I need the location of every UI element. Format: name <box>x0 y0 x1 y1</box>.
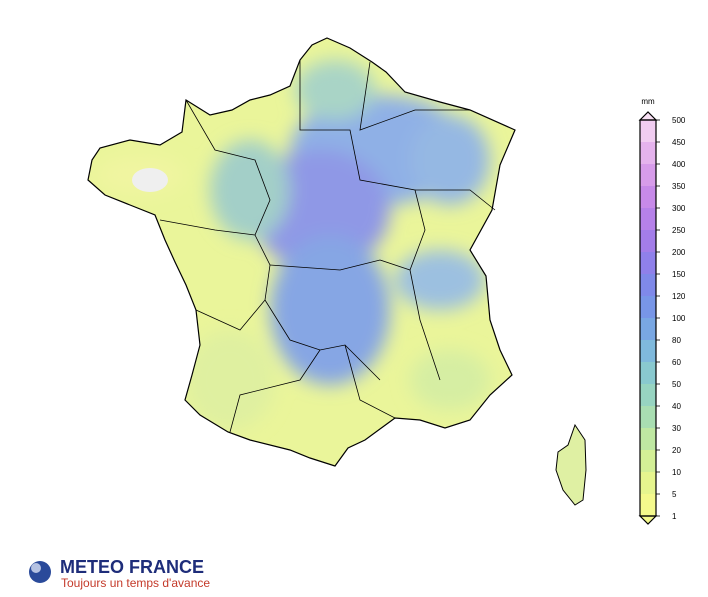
tick-label: 500 <box>672 116 686 125</box>
tick-label: 40 <box>672 402 681 411</box>
logo: METEO FRANCE Toujours un temps d'avance <box>29 557 210 590</box>
legend: mm 1 5 10 20 30 40 50 60 80 100 120 150 200 250 300 350… <box>638 97 686 525</box>
color-segment <box>640 252 656 274</box>
color-segment <box>640 230 656 252</box>
tick-label: 250 <box>672 226 686 235</box>
tick-label: 300 <box>672 204 686 213</box>
tick-label: 60 <box>672 358 681 367</box>
logo-name: METEO FRANCE <box>60 557 204 577</box>
color-segment <box>640 318 656 340</box>
high-arrow <box>638 111 658 121</box>
color-segment <box>640 208 656 230</box>
tick-label: 5 <box>672 490 677 499</box>
tick-label: 400 <box>672 160 686 169</box>
logo-tagline: Toujours un temps d'avance <box>61 576 210 590</box>
color-segment <box>640 164 656 186</box>
color-segment <box>640 428 656 450</box>
tick-label: 450 <box>672 138 686 147</box>
tick-label: 50 <box>672 380 681 389</box>
tick-label: 1 <box>672 512 677 521</box>
tick-label: 100 <box>672 314 686 323</box>
tick-label: 350 <box>672 182 686 191</box>
logo-globe <box>29 561 51 583</box>
color-segment <box>640 142 656 164</box>
tick-label: 150 <box>672 270 686 279</box>
tick-label: 200 <box>672 248 686 257</box>
color-segment <box>640 472 656 494</box>
corsica <box>555 423 587 506</box>
rainfall-field <box>95 60 490 430</box>
color-segment <box>640 450 656 472</box>
tick-label: 80 <box>672 336 681 345</box>
logo-globe-highlight <box>31 563 41 573</box>
color-segment <box>640 384 656 406</box>
color-segment <box>640 296 656 318</box>
color-segment <box>640 274 656 296</box>
color-segment <box>640 186 656 208</box>
low-arrow <box>638 515 658 525</box>
legend-unit: mm <box>641 97 655 106</box>
color-segment <box>640 494 656 516</box>
tick-label: 30 <box>672 424 681 433</box>
region-borders <box>159 60 496 433</box>
color-segment <box>640 362 656 384</box>
france-map <box>87 37 587 506</box>
tick-label: 120 <box>672 292 686 301</box>
color-segment <box>640 340 656 362</box>
tick-label: 10 <box>672 468 681 477</box>
color-segment <box>640 406 656 428</box>
tick-label: 20 <box>672 446 681 455</box>
color-segment <box>640 120 656 142</box>
